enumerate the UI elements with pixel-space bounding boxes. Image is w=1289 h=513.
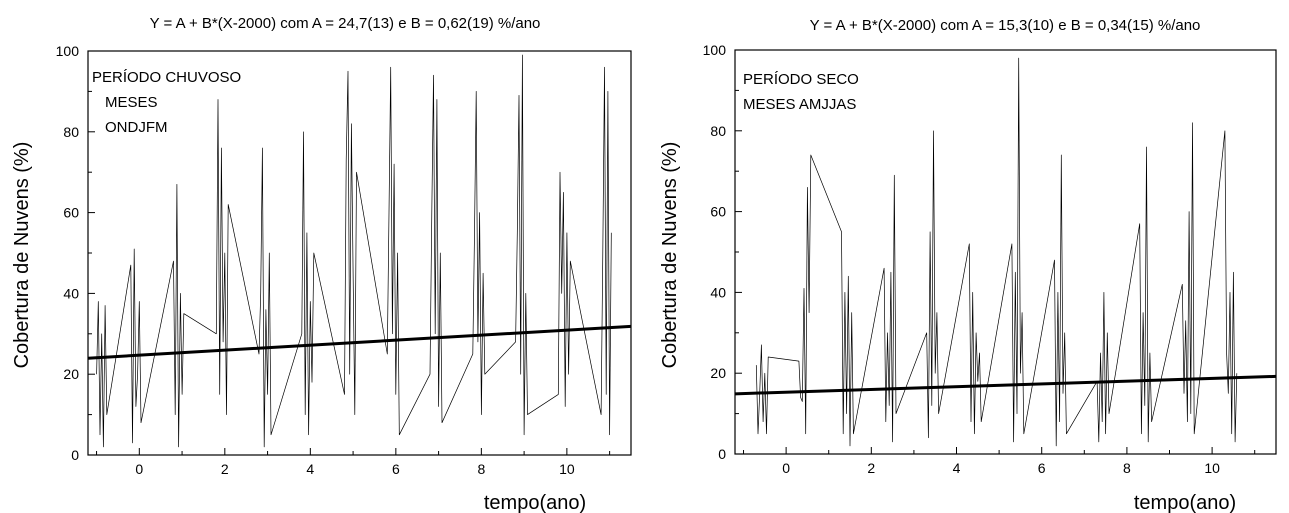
y-axis-label: Cobertura de Nuvens (%) [11, 142, 33, 369]
chart-rainy-season: Y = A + B*(X-2000) com A = 24,7(13) e B … [11, 15, 632, 513]
series-line [755, 57, 1238, 447]
y-tick-label: 0 [71, 447, 79, 463]
annotation-period: PERÍODO CHUVOSO [92, 69, 241, 86]
y-tick-label: 40 [710, 284, 726, 300]
y-tick-label: 100 [56, 43, 80, 59]
y-tick-label: 40 [63, 285, 79, 301]
series-layer [96, 54, 612, 448]
x-tick-label: 10 [559, 461, 575, 477]
chart-dry-season: Y = A + B*(X-2000) com A = 15,3(10) e B … [659, 17, 1277, 513]
y-axis-label: Cobertura de Nuvens (%) [659, 142, 681, 369]
fit-layer [87, 324, 632, 360]
plot-frame [734, 49, 1277, 455]
x-axis-label: tempo(ano) [484, 492, 586, 513]
fit-layer [734, 374, 1277, 396]
x-axis-label: tempo(ano) [1134, 492, 1236, 513]
fit-line [87, 324, 632, 360]
y-tick-label: 0 [718, 446, 726, 462]
y-tick-label: 80 [63, 124, 79, 140]
annotation-months: ONDJFM [105, 119, 168, 136]
x-tick-label: 0 [782, 460, 790, 476]
y-tick-label: 60 [710, 204, 726, 220]
annotation-months: MESES AMJJAS [743, 96, 856, 113]
chart-title: Y = A + B*(X-2000) com A = 24,7(13) e B … [150, 15, 541, 32]
x-tick-label: 2 [867, 460, 875, 476]
y-tick-label: 20 [63, 366, 79, 382]
annotation-months-label: MESES [105, 94, 158, 111]
y-tick-label: 100 [703, 42, 727, 58]
x-tick-label: 6 [392, 461, 400, 477]
chart-title: Y = A + B*(X-2000) com A = 15,3(10) e B … [810, 17, 1201, 34]
plot-frame [87, 50, 632, 456]
x-tick-label: 2 [221, 461, 229, 477]
y-tick-label: 20 [710, 365, 726, 381]
x-tick-label: 10 [1204, 460, 1220, 476]
series-line [96, 54, 612, 448]
x-tick-label: 8 [477, 461, 485, 477]
x-tick-label: 6 [1038, 460, 1046, 476]
x-tick-label: 0 [135, 461, 143, 477]
x-tick-label: 4 [306, 461, 314, 477]
y-tick-label: 60 [63, 205, 79, 221]
annotation-period: PERÍODO SECO [743, 71, 859, 88]
x-tick-label: 4 [953, 460, 961, 476]
series-layer [755, 57, 1238, 447]
fit-line [734, 374, 1277, 396]
y-tick-label: 80 [710, 123, 726, 139]
x-tick-label: 8 [1123, 460, 1131, 476]
